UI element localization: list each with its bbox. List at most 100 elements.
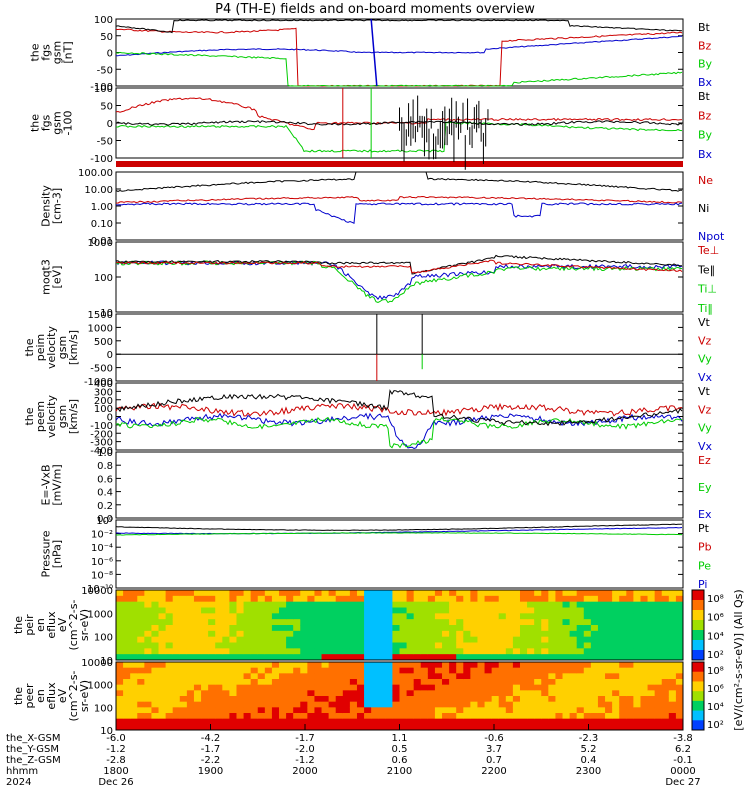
peer-cell — [271, 713, 280, 720]
peer-cell — [385, 718, 393, 725]
peer-cell — [392, 707, 400, 714]
peir-cell — [590, 642, 599, 649]
peer-cell — [534, 690, 542, 697]
peir-cell — [364, 613, 372, 620]
peer-cell — [619, 707, 627, 714]
peer-cell — [562, 707, 571, 714]
peir-cell — [619, 636, 627, 643]
peir-cell — [144, 607, 152, 614]
peir-cell — [222, 642, 230, 649]
peem_velocity-legend-Vy: Vy — [698, 422, 712, 435]
peer-cell — [328, 718, 337, 725]
peer-cell — [186, 673, 195, 680]
peir-cell — [626, 654, 634, 661]
peir-cell — [647, 654, 656, 661]
peer-cell — [534, 667, 542, 674]
pressure-ytick-label: 10⁻⁸ — [91, 570, 113, 581]
peir-cell — [477, 654, 486, 661]
peir-cell — [165, 630, 174, 638]
peer-cell — [583, 713, 592, 720]
peer-cell — [413, 707, 422, 714]
peer-cell — [116, 724, 124, 731]
peir-cell — [279, 654, 287, 661]
peir-cell — [257, 636, 266, 643]
peir-cell — [449, 648, 457, 655]
peir-cell — [463, 636, 471, 643]
peer-cell — [229, 701, 237, 708]
peer-cell — [385, 667, 393, 674]
peir-cell — [576, 619, 585, 626]
peer-cell — [236, 707, 245, 714]
peir-cell — [541, 625, 549, 632]
peir-cell — [583, 630, 592, 638]
peir-cell — [349, 648, 358, 655]
colorbar-segment — [692, 650, 704, 661]
peer-cell — [668, 673, 677, 680]
peir-cell — [236, 654, 245, 661]
peir-cell — [279, 601, 287, 608]
peer-cell — [427, 724, 436, 731]
peer-cell — [307, 718, 315, 725]
peer-cell — [123, 713, 131, 720]
peir-cell — [406, 590, 415, 597]
peir-cell — [399, 601, 408, 608]
peer-cell — [314, 679, 323, 686]
peer-cell — [257, 662, 266, 669]
peer-cell — [434, 696, 443, 703]
peer-cell — [484, 673, 493, 680]
peir-cell — [208, 642, 216, 649]
peir-cell — [583, 642, 592, 649]
colorbar-tick-label: 10⁴ — [707, 631, 724, 642]
peir-cell — [420, 625, 429, 632]
peir-cell — [569, 642, 578, 649]
peir-cell — [597, 636, 606, 643]
x-tick-label: Dec 26 — [98, 777, 133, 788]
peir-cell — [470, 595, 478, 603]
peir-cell — [406, 630, 415, 638]
peir-cell — [583, 654, 592, 661]
peir-cell — [314, 636, 323, 643]
peer-cell — [633, 724, 641, 731]
peer-cell — [208, 696, 216, 703]
peir-cell — [378, 654, 386, 661]
peir-cell — [406, 654, 415, 661]
peer-cell — [527, 679, 535, 686]
peir-cell — [172, 601, 181, 608]
peer-cell — [675, 707, 684, 714]
colorbar-tick-label: 10⁸ — [707, 594, 724, 605]
peer-cell — [527, 673, 535, 680]
x-tick-label: 6.2 — [675, 744, 691, 755]
peir-cell — [605, 630, 613, 638]
peer-cell — [548, 724, 556, 731]
peer-cell — [434, 667, 443, 674]
peer-cell — [371, 690, 379, 697]
peir-cell — [186, 654, 195, 661]
peir-cell — [151, 654, 160, 661]
peer-cell — [364, 713, 372, 720]
peer-cell — [158, 696, 167, 703]
peer-cell — [675, 701, 684, 708]
peer-cell — [427, 684, 436, 691]
peir-cell — [562, 601, 571, 608]
peir-cell — [470, 636, 478, 643]
peir-cell — [250, 590, 259, 597]
peer-cell — [654, 662, 663, 669]
peer-cell — [668, 701, 677, 708]
peer-cell — [243, 701, 252, 708]
peir-cell — [484, 648, 493, 655]
temperature-legend-Te⊥: Te⊥ — [697, 244, 719, 257]
peer-cell — [477, 684, 486, 691]
peer-cell — [123, 701, 131, 708]
peer-cell — [243, 667, 252, 674]
peir-cell — [555, 630, 564, 638]
peir-cell — [527, 595, 535, 603]
peir-cell — [470, 648, 478, 655]
peir-cell — [427, 648, 436, 655]
peer-cell — [392, 713, 400, 720]
peir-cell — [342, 601, 351, 608]
peer-cell — [569, 696, 578, 703]
peir-cell — [434, 619, 443, 626]
peer-cell — [222, 684, 230, 691]
peir-cell — [300, 648, 308, 655]
peer-cell — [137, 679, 145, 686]
